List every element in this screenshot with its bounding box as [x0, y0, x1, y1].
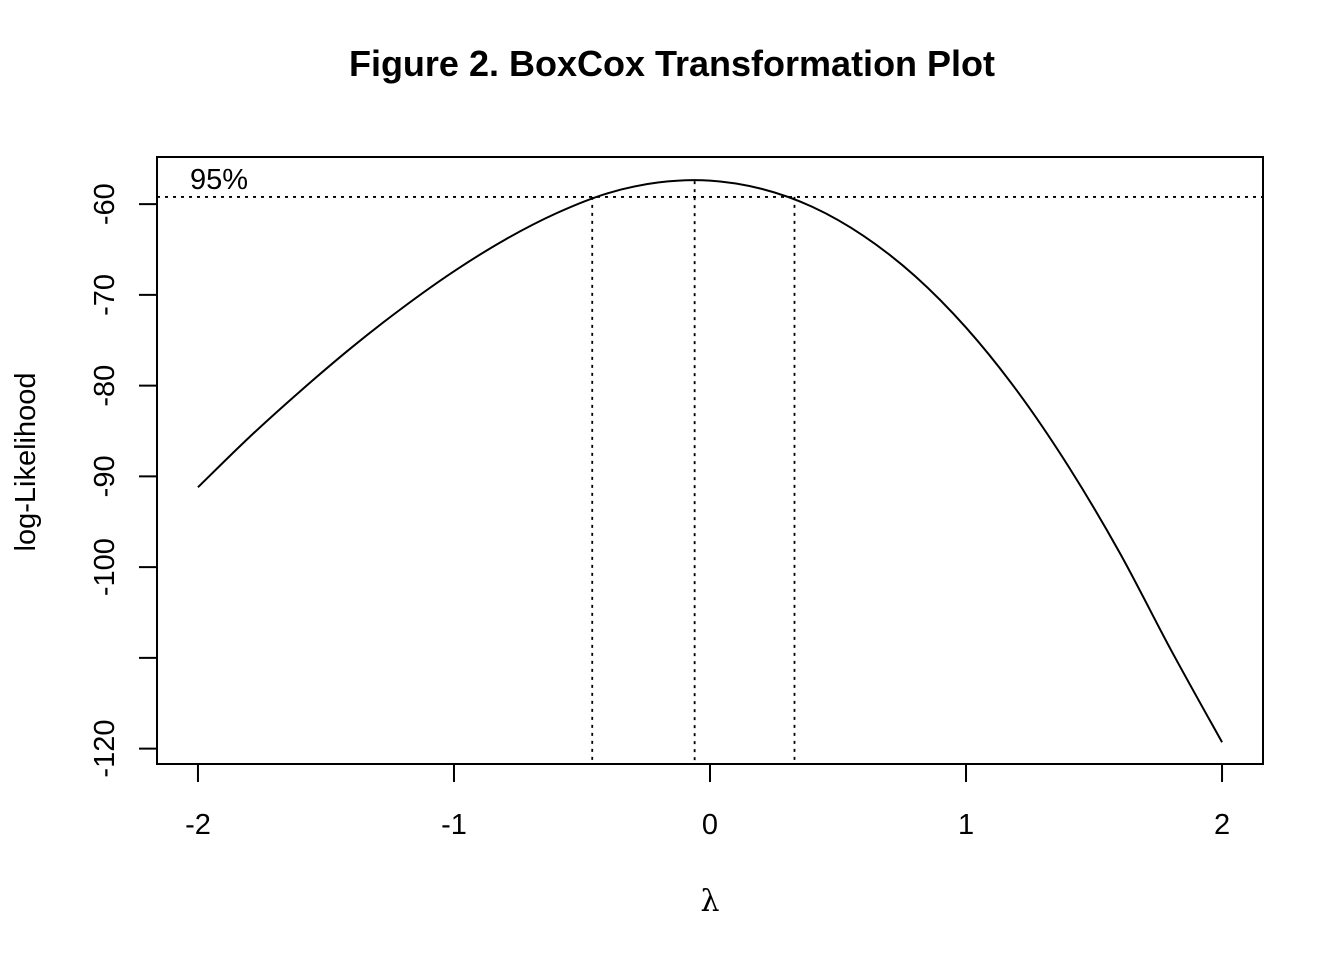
chart-title: Figure 2. BoxCox Transformation Plot [349, 43, 995, 84]
y-tick-label: -100 [89, 538, 121, 596]
y-axis: -120 -100 -90 -80 -70 -60 [89, 183, 157, 778]
log-likelihood-curve [197, 179, 1223, 743]
confidence-interval-lines [157, 181, 1263, 764]
x-tick-label: -1 [441, 809, 467, 841]
x-tick-label: 2 [1214, 809, 1230, 841]
y-tick-label: -70 [89, 274, 121, 316]
x-tick-label: 0 [702, 809, 718, 841]
x-axis: -2 -1 0 1 2 [185, 764, 1230, 841]
y-tick-label: -120 [89, 720, 121, 778]
plot-frame [156, 156, 1264, 765]
y-tick-label: -60 [89, 183, 121, 225]
x-tick-label: -2 [185, 809, 211, 841]
x-tick-label: 1 [958, 809, 974, 841]
x-axis-label: λ [700, 884, 719, 919]
y-tick-label: -90 [89, 455, 121, 497]
y-tick-label: -80 [89, 365, 121, 407]
ci-label: 95% [190, 164, 248, 196]
y-axis-label: log-Likelihood [10, 373, 42, 552]
series-layer [197, 179, 1223, 743]
